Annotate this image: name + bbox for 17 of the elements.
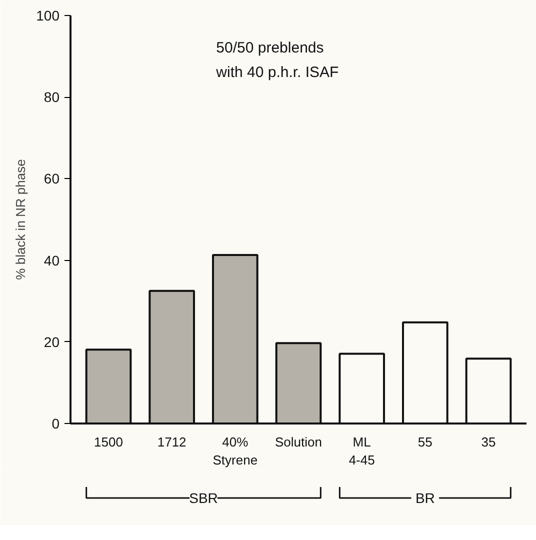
y-tick-label: 20 [44, 334, 60, 350]
x-tick-label: 1712 [157, 434, 186, 450]
y-tick-label: 100 [36, 8, 60, 24]
x-tick-label: 35 [481, 434, 496, 450]
text: SBR [189, 490, 218, 506]
x-tick-label: 55 [418, 434, 432, 450]
y-tick-label: 40 [44, 252, 60, 268]
x-tick-label: ML 4-45 [348, 434, 375, 468]
y-tick-label: 60 [44, 170, 60, 187]
text: BR [415, 490, 435, 506]
x-tick-label: Solution [275, 434, 322, 450]
y-axis-title: % black in NR phase [13, 159, 28, 280]
x-tick-label: 1500 [94, 434, 123, 450]
y-tick-label: 0 [52, 416, 60, 432]
y-tick-label: 80 [44, 89, 60, 106]
annotation: 50/50 preblends with 40 p.h.r. ISAF [215, 39, 339, 81]
x-tick-label: 40% Styrene [212, 434, 258, 468]
